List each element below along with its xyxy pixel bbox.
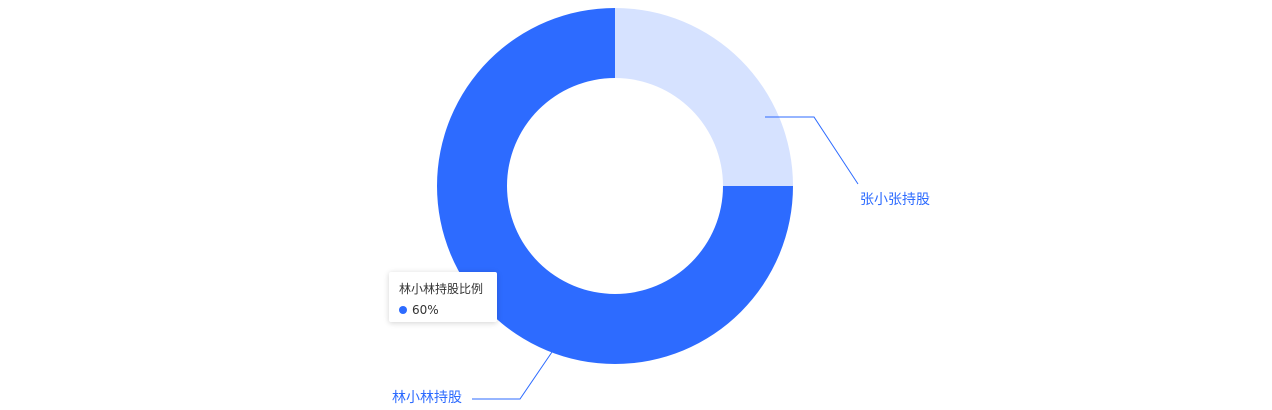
tooltip-title: 林小林持股比例	[399, 282, 484, 296]
slice-label: 张小张持股	[860, 192, 930, 208]
leader-line	[472, 351, 553, 400]
donut-slice[interactable]	[615, 8, 793, 186]
leader-line	[765, 116, 859, 185]
tooltip-value: 60%	[412, 303, 439, 317]
slice-label: 林小林持股	[392, 390, 462, 406]
tooltip: 林小林持股比例 60%	[389, 272, 497, 322]
tooltip-series-dot	[399, 306, 407, 314]
tooltip-row: 60%	[399, 302, 497, 318]
donut-slice[interactable]	[437, 8, 793, 364]
